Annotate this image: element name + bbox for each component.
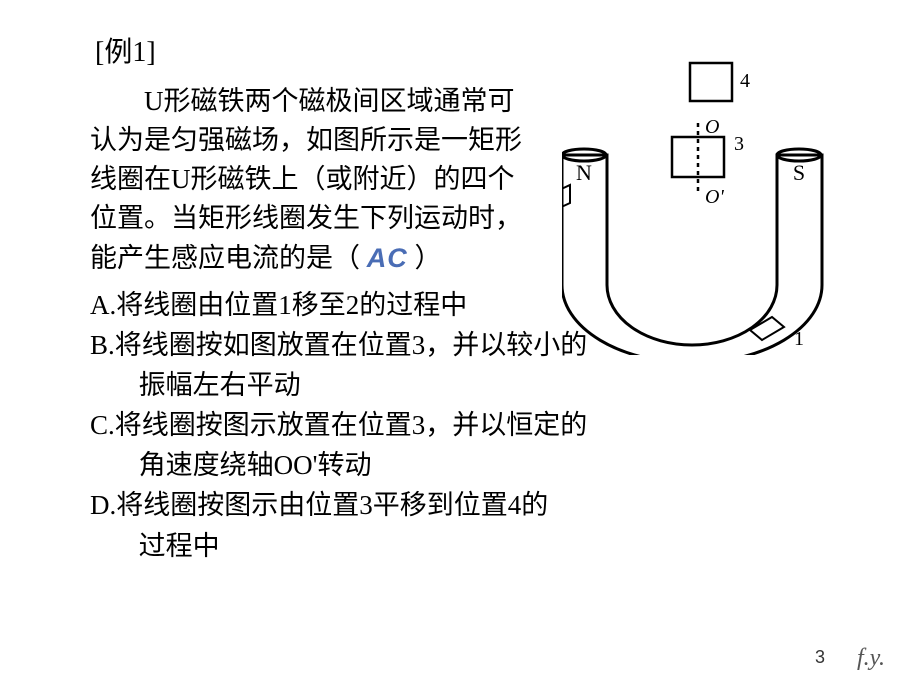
label-Oprime: O' <box>705 186 724 208</box>
label-N: N <box>576 160 592 185</box>
option-c: C.将线圈按图示放置在位置3，并以恒定的 <box>90 406 870 445</box>
label-O: O <box>705 116 719 138</box>
option-b-cont: 振幅左右平动 <box>90 366 870 405</box>
slide-page: [例1] U形磁铁两个磁极间区域通常可认为是匀强磁场，如图所示是一矩形线圈在U形… <box>0 0 920 690</box>
problem-text: U形磁铁两个磁极间区域通常可认为是匀强磁场，如图所示是一矩形线圈在U形磁铁上（或… <box>90 82 530 278</box>
label-3: 3 <box>734 133 744 155</box>
page-number: 3 <box>815 647 825 668</box>
magnet-figure: N S 1 2 O O' 3 4 <box>562 55 872 355</box>
label-4: 4 <box>740 70 750 92</box>
problem-para: U形磁铁两个磁极间区域通常可认为是匀强磁场，如图所示是一矩形线圈在U形磁铁上（或… <box>90 86 522 273</box>
option-d-cont: 过程中 <box>90 527 870 566</box>
option-c-cont: 角速度绕轴OO'转动 <box>90 446 870 485</box>
label-1: 1 <box>794 328 804 350</box>
answer-text: AC <box>367 243 408 273</box>
label-S: S <box>793 160 805 185</box>
signature: f.y. <box>857 645 885 672</box>
magnet-svg: N S 1 2 O O' 3 4 <box>562 55 872 355</box>
problem-close: ） <box>415 243 442 273</box>
option-d: D.将线圈按图示由位置3平移到位置4的 <box>90 486 870 525</box>
